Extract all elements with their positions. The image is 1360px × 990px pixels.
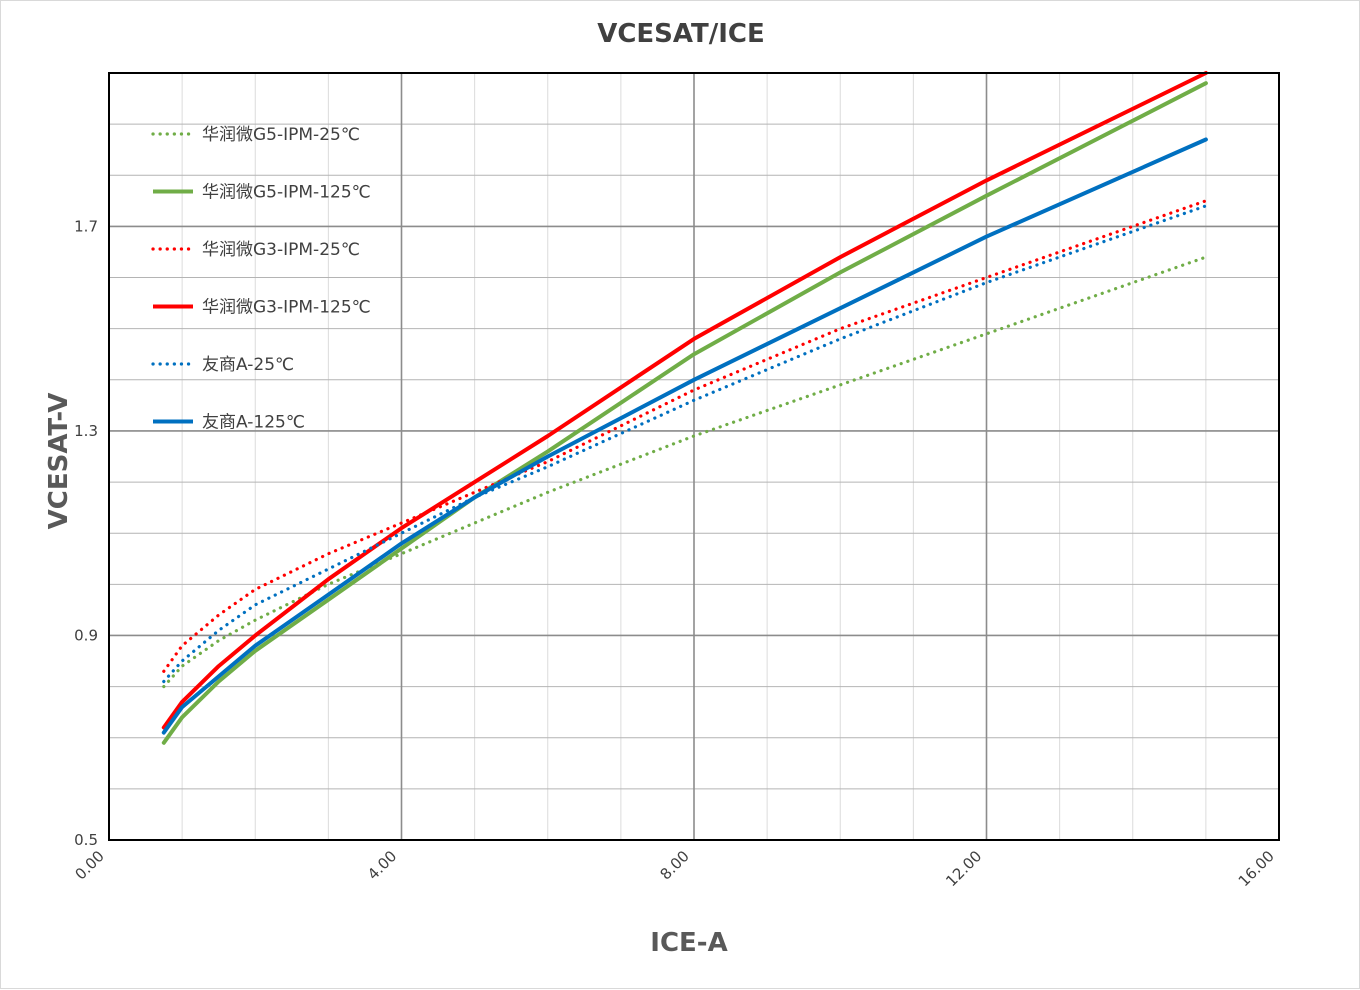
x-tick-label: 0.00 (71, 847, 107, 883)
x-tick-label: 12.00 (942, 847, 985, 890)
series-line-4 (161, 71, 1208, 730)
series-line-3 (162, 199, 1208, 673)
series-line-5 (162, 204, 1208, 684)
y-axis-title: VCESAT-V (44, 393, 74, 530)
x-axis-title: ICE-A (650, 928, 727, 958)
y-tick-label: 1.3 (74, 422, 98, 440)
series-line-6 (161, 137, 1208, 735)
y-tick-label: 1.7 (74, 217, 98, 235)
grid (109, 73, 1279, 840)
legend: 华润微G5-IPM-25℃ 华润微G5-IPM-125℃ 华润微G3-IPM-25℃… (151, 125, 371, 433)
series-line-2 (161, 81, 1208, 745)
legend-label-3: 华润微G3-IPM-25℃ (202, 240, 360, 260)
legend-label-5: 友商A-25℃ (202, 355, 294, 375)
chart-title: VCESAT/ICE (597, 19, 765, 49)
legend-label-1: 华润微G5-IPM-25℃ (202, 125, 360, 145)
x-tick-label: 16.00 (1235, 847, 1278, 890)
legend-label-4: 华润微G3-IPM-125℃ (202, 298, 371, 318)
y-tick-label: 0.9 (74, 626, 98, 644)
x-tick-label: 4.00 (364, 847, 400, 883)
series-line-1 (162, 255, 1208, 689)
plot-area-border (108, 72, 1280, 841)
x-tick-label: 8.00 (656, 847, 692, 883)
series-lines (161, 71, 1208, 745)
legend-label-2: 华润微G5-IPM-125℃ (202, 183, 371, 203)
y-tick-label: 0.5 (74, 831, 98, 849)
legend-label-6: 友商A-125℃ (202, 413, 305, 433)
